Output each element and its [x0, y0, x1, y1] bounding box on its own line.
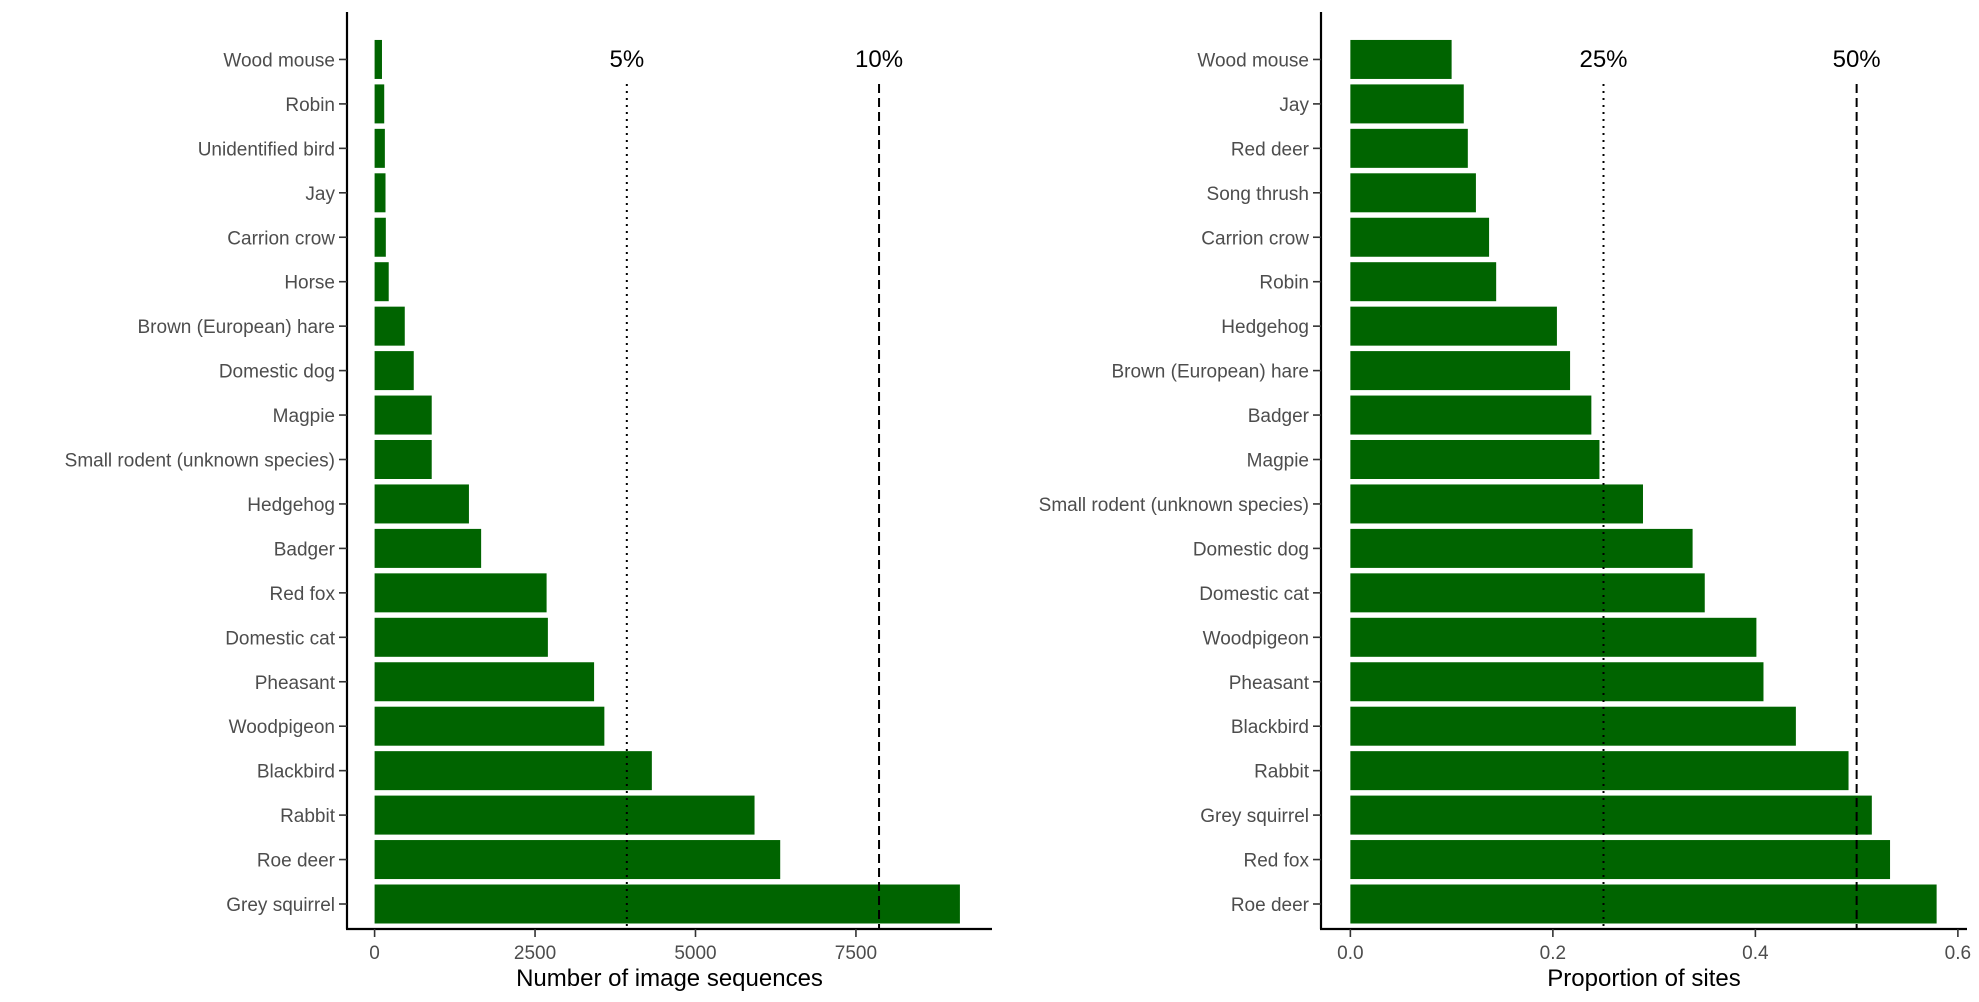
category-label-17: Unidentified bird	[198, 139, 335, 160]
category-label-13: Hedgehog	[1221, 317, 1309, 338]
x-tick-label-0: 0.0	[1337, 943, 1363, 964]
category-label-11: Badger	[1248, 406, 1310, 427]
category-label-10: Small rodent (unknown species)	[65, 451, 335, 472]
category-label-12: Domestic dog	[219, 362, 335, 383]
image-sequences-panel: 5% 10% Grey squirrel Roe deer Rabbit Blackbir…	[65, 12, 992, 992]
bar-4	[374, 706, 605, 746]
x-tick-label-2: 5000	[674, 943, 716, 964]
category-label-19: Wood mouse	[1197, 50, 1309, 71]
bar-19	[1350, 39, 1452, 79]
category-label-6: Woodpigeon	[1203, 628, 1309, 649]
category-label-18: Jay	[1279, 95, 1309, 116]
category-label-8: Domestic dog	[1193, 539, 1309, 560]
bar-9	[1350, 484, 1643, 524]
x-axis-title: Number of image sequences	[516, 965, 823, 992]
bar-10	[374, 440, 432, 479]
bar-9	[374, 484, 469, 524]
category-label-16: Song thrush	[1207, 184, 1309, 205]
x-tick-label-1: 0.2	[1540, 943, 1566, 964]
category-label-9: Small rodent (unknown species)	[1039, 495, 1309, 516]
category-label-2: Grey squirrel	[1200, 806, 1309, 827]
reference-label-0: 25%	[1579, 46, 1627, 73]
bar-15	[374, 217, 386, 257]
category-label-0: Roe deer	[1231, 895, 1310, 916]
reference-label-1: 50%	[1833, 46, 1881, 73]
category-label-1: Roe deer	[257, 851, 336, 872]
category-label-9: Hedgehog	[247, 495, 335, 516]
category-label-7: Domestic cat	[1199, 584, 1310, 605]
category-label-14: Horse	[284, 273, 335, 294]
bar-6	[1350, 617, 1757, 657]
bar-12	[374, 351, 414, 391]
bar-18	[1350, 84, 1464, 124]
category-label-19: Wood mouse	[223, 50, 335, 71]
bar-3	[1350, 751, 1849, 791]
bar-16	[374, 173, 386, 213]
bar-2	[1350, 795, 1872, 835]
category-label-3: Blackbird	[257, 762, 335, 783]
bar-10	[1350, 440, 1600, 479]
bar-17	[374, 128, 385, 168]
bar-7	[1350, 573, 1705, 613]
x-tick-label-1: 2500	[514, 943, 556, 964]
bar-5	[374, 662, 595, 702]
category-label-4: Blackbird	[1231, 717, 1309, 738]
category-label-14: Robin	[1259, 273, 1309, 294]
bar-1	[1350, 840, 1891, 880]
proportion-of-sites-panel: 25% 50% Roe deer Red fox Grey squirrel Rabbit…	[1039, 12, 1971, 992]
category-label-13: Brown (European) hare	[138, 317, 336, 338]
bar-8	[374, 528, 482, 568]
bar-12	[1350, 351, 1571, 391]
bar-16	[1350, 173, 1476, 213]
bar-0	[1350, 884, 1937, 924]
reference-label-0: 5%	[609, 46, 644, 73]
bar-1	[374, 840, 781, 880]
reference-label-1: 10%	[855, 46, 903, 73]
category-label-8: Badger	[274, 539, 336, 560]
x-tick-label-3: 7500	[835, 943, 877, 964]
bar-3	[374, 751, 652, 791]
bar-4	[1350, 706, 1796, 746]
bar-19	[374, 39, 382, 79]
bar-7	[374, 573, 547, 613]
category-label-3: Rabbit	[1254, 762, 1310, 783]
category-label-15: Carrion crow	[1201, 228, 1309, 249]
x-tick-label-2: 0.4	[1742, 943, 1769, 964]
category-label-17: Red deer	[1231, 139, 1310, 160]
category-label-2: Rabbit	[280, 806, 336, 827]
category-label-5: Pheasant	[1229, 673, 1310, 694]
bar-14	[374, 262, 389, 302]
category-label-4: Woodpigeon	[229, 717, 335, 738]
bar-5	[1350, 662, 1764, 702]
category-label-10: Magpie	[1247, 451, 1309, 472]
category-label-7: Red fox	[270, 584, 336, 605]
bar-18	[374, 84, 385, 124]
category-label-6: Domestic cat	[225, 628, 336, 649]
bar-13	[374, 306, 405, 346]
category-label-5: Pheasant	[255, 673, 336, 694]
category-label-18: Robin	[285, 95, 335, 116]
x-tick-label-3: 0.6	[1945, 943, 1971, 964]
bar-11	[1350, 395, 1592, 435]
category-label-11: Magpie	[273, 406, 335, 427]
bar-8	[1350, 528, 1693, 568]
bar-13	[1350, 306, 1557, 346]
category-label-16: Jay	[305, 184, 335, 205]
bar-6	[374, 617, 548, 657]
bar-2	[374, 795, 755, 835]
bar-11	[374, 395, 432, 435]
category-label-0: Grey squirrel	[226, 895, 335, 916]
x-tick-label-0: 0	[369, 943, 380, 964]
bar-15	[1350, 217, 1490, 257]
bar-14	[1350, 262, 1497, 302]
category-label-12: Brown (European) hare	[1112, 362, 1310, 383]
bar-0	[374, 884, 960, 924]
bar-17	[1350, 128, 1468, 168]
x-axis-title: Proportion of sites	[1547, 965, 1740, 992]
category-label-1: Red fox	[1244, 851, 1310, 872]
category-label-15: Carrion crow	[227, 228, 335, 249]
